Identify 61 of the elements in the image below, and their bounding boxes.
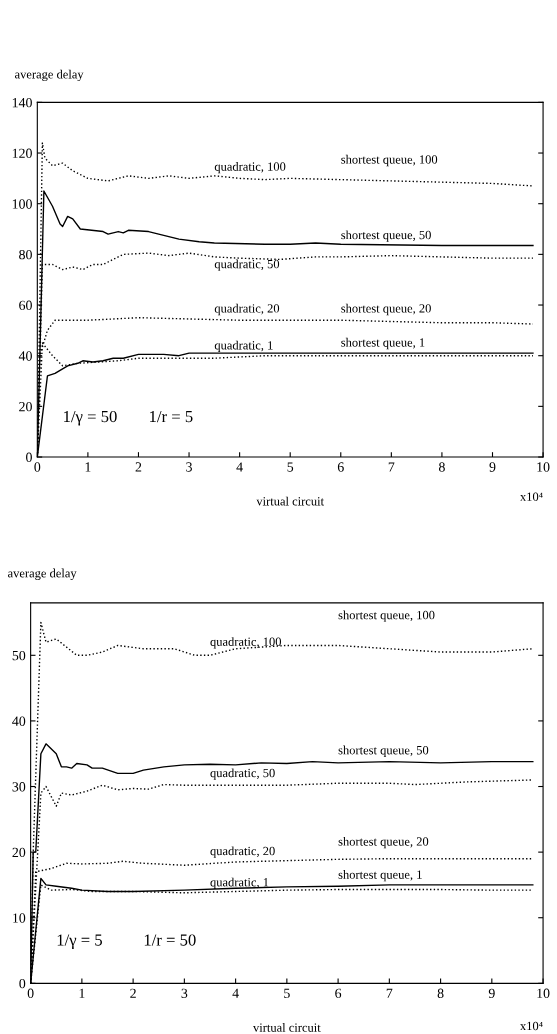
annotation: 1/r = 50 [144, 934, 196, 946]
x-tick-label: 7 [388, 462, 395, 472]
x-tick-label: 7 [386, 988, 393, 998]
x-tick-label: 2 [135, 462, 142, 472]
y-tick-label: 0 [26, 452, 32, 462]
x-tick-label: 5 [284, 988, 290, 998]
x-tick-label: 5 [287, 462, 294, 472]
y-tick-label: 20 [19, 401, 32, 412]
y-tick-label: 120 [12, 148, 32, 158]
annotation: quadratic, 20 [210, 846, 275, 858]
y-tick-label: 10 [13, 913, 26, 923]
x-tick-label: 1 [79, 988, 85, 998]
x-axis-title: virtual circuit [253, 1023, 321, 1032]
x-tick-label: 9 [488, 988, 495, 998]
text: x10⁴ [520, 1021, 543, 1031]
y-tick-label: 140 [12, 97, 32, 108]
x-tick-label: 4 [232, 988, 239, 998]
y-tick-label: 50 [12, 650, 26, 661]
y-tick-label: 30 [12, 782, 26, 792]
annotation: quadratic, 100 [214, 161, 286, 174]
annotation: 1/r = 5 [150, 411, 193, 423]
x-tick-label: 4 [236, 462, 243, 472]
x-tick-label: 6 [335, 988, 342, 998]
text: x10⁴ [520, 492, 543, 501]
annotation: shortest queue, 20 [338, 836, 429, 849]
annotation: shortest queue, 1 [338, 870, 422, 882]
x-tick-label: 10 [537, 988, 550, 998]
annotation: quadratic, 1 [214, 340, 273, 353]
y-tick-label: 80 [19, 249, 32, 260]
annotation: quadratic, 50 [210, 768, 275, 780]
x-tick-label: 8 [437, 988, 444, 998]
annotation: quadratic, 1 [210, 877, 269, 889]
y-tick-label: 60 [19, 300, 32, 310]
annotation: quadratic, 20 [214, 303, 280, 316]
annotation: shortest queue, 100 [338, 610, 435, 622]
x-tick-label: 10 [537, 462, 550, 472]
annotation: shortest queue, 20 [341, 303, 431, 316]
annotation: 1/γ = 5 [57, 934, 102, 950]
annotation: shortest queue, 1 [341, 337, 425, 350]
x-tick-label: 8 [438, 462, 445, 472]
y-axis-title: average delay [8, 568, 77, 580]
y-tick-label: 100 [12, 199, 32, 209]
annotation: shortest queue, 50 [341, 230, 431, 242]
annotation: shortest queue, 100 [341, 154, 438, 167]
y-tick-label: 40 [18, 351, 32, 361]
x-axis-title: virtual circuit [256, 496, 324, 506]
x-tick-label: 2 [130, 988, 136, 998]
y-tick-label: 20 [12, 847, 26, 858]
annotation: quadratic, 100 [210, 637, 282, 649]
x-tick-label: 0 [34, 462, 41, 472]
y-axis-title: average delay [15, 69, 84, 82]
annotation: 1/γ = 50 [64, 410, 117, 426]
annotation: quadratic, 50 [214, 259, 280, 271]
x-tick-label: 9 [489, 462, 496, 472]
x-tick-label: 1 [85, 462, 91, 472]
x-tick-label: 3 [186, 462, 192, 472]
x-tick-label: 3 [181, 988, 188, 998]
x-tick-label: 6 [337, 462, 344, 472]
y-tick-label: 40 [12, 716, 26, 726]
y-tick-label: 0 [19, 978, 26, 989]
annotation: shortest queue, 50 [338, 745, 429, 757]
